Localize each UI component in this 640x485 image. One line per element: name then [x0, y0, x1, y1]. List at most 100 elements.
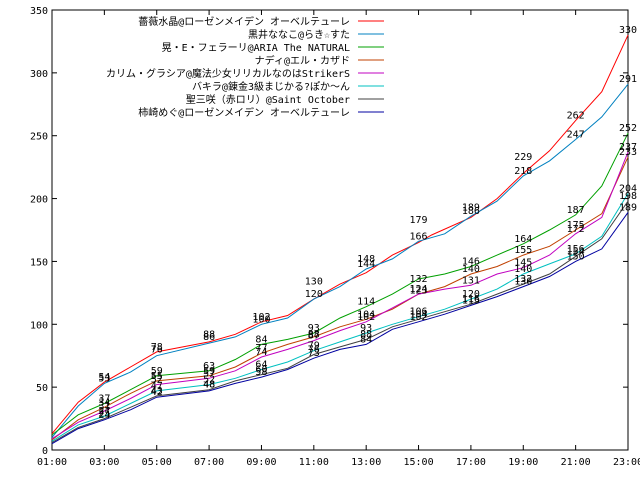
data-label: 130	[514, 277, 532, 288]
data-label: 123	[410, 285, 428, 296]
data-label: 60	[255, 365, 267, 376]
legend: 薔薇水晶@ローゼンメイデン オーベルテューレ黒井ななこ@らき☆すた晃・E・フェラ…	[106, 15, 384, 119]
data-label: 130	[305, 277, 323, 288]
data-label: 37	[98, 393, 110, 404]
x-tick-label: 09:00	[246, 457, 276, 468]
series-line-6	[51, 193, 629, 442]
data-label: 93	[308, 323, 320, 334]
data-label: 55	[151, 371, 163, 382]
x-tick-label: 05:00	[142, 457, 172, 468]
data-label: 76	[151, 344, 163, 355]
data-label: 88	[308, 329, 320, 340]
data-label: 132	[514, 274, 532, 285]
data-label: 186	[462, 206, 480, 217]
data-label: 47	[151, 381, 163, 392]
data-label: 145	[514, 258, 532, 269]
data-label: 114	[357, 297, 375, 308]
legend-label: 晃・E・フェラーリ@ARIA The NATURAL	[162, 42, 350, 54]
data-label: 132	[410, 274, 428, 285]
y-tick-label: 300	[30, 69, 48, 80]
data-label: 87	[308, 331, 320, 342]
data-label: 79	[308, 341, 320, 352]
y-tick-label: 0	[42, 446, 48, 457]
data-label: 175	[567, 220, 585, 231]
data-label: 63	[203, 361, 215, 372]
data-label: 78	[151, 342, 163, 353]
data-label: 291	[619, 74, 637, 85]
x-tick-label: 15:00	[403, 457, 433, 468]
data-label: 59	[203, 366, 215, 377]
data-label: 131	[462, 275, 480, 286]
series-line-3	[51, 132, 629, 436]
series-lines	[51, 34, 629, 445]
data-label: 102	[410, 312, 428, 323]
data-label: 252	[619, 123, 637, 134]
data-label: 53	[98, 373, 110, 384]
data-label: 144	[357, 259, 375, 270]
axis-ticks	[51, 9, 629, 451]
data-label: 31	[98, 401, 110, 412]
data-label: 120	[305, 289, 323, 300]
legend-label: 薔薇水晶@ローゼンメイデン オーベルテューレ	[138, 15, 350, 28]
data-label: 156	[567, 244, 585, 255]
data-label: 218	[514, 166, 532, 177]
data-label: 93	[360, 323, 372, 334]
data-label: 84	[360, 334, 372, 345]
data-label: 104	[357, 309, 375, 320]
y-tick-label: 100	[30, 320, 48, 331]
x-tick-label: 13:00	[351, 457, 381, 468]
data-label: 247	[567, 129, 585, 140]
data-label: 150	[567, 251, 585, 262]
data-label: 48	[203, 380, 215, 391]
data-label: 59	[151, 366, 163, 377]
legend-label: バキラ@錬金3級まじかる?ぽか～ん	[192, 80, 350, 93]
data-label: 74	[255, 347, 267, 358]
legend-label: ナディ@エル・カザド	[255, 54, 350, 67]
data-label: 58	[255, 367, 267, 378]
data-label: 115	[462, 295, 480, 306]
data-label: 88	[360, 329, 372, 340]
data-label: 25	[98, 409, 110, 420]
data-label: 104	[410, 309, 428, 320]
data-label: 77	[255, 343, 267, 354]
data-label: 116	[462, 294, 480, 305]
data-label: 187	[567, 205, 585, 216]
data-label: 262	[567, 111, 585, 122]
y-tick-label: 250	[30, 132, 48, 143]
x-tick-label: 19:00	[508, 457, 538, 468]
data-labels: 5478881021301481791892292623305376861001…	[98, 25, 637, 421]
data-label: 34	[98, 397, 110, 408]
data-label: 189	[619, 202, 637, 213]
data-label: 146	[462, 256, 480, 267]
data-label: 88	[203, 329, 215, 340]
data-label: 27	[98, 406, 110, 417]
series-line-5	[51, 151, 629, 440]
x-tick-label: 03:00	[89, 457, 119, 468]
tick-labels: 0 50 100 150 200 250 300 350 01:00 03:00 05:00 07:0…	[30, 6, 640, 468]
data-label: 24	[98, 410, 110, 421]
series-line-8	[51, 212, 629, 445]
legend-label: 黒井ななこ@らき☆すた	[248, 28, 350, 41]
data-label: 102	[357, 312, 375, 323]
data-label: 43	[151, 386, 163, 397]
data-label: 172	[567, 224, 585, 235]
data-label: 140	[514, 264, 532, 275]
data-label: 229	[514, 152, 532, 163]
data-label: 52	[203, 375, 215, 386]
data-label: 330	[619, 25, 637, 36]
series-line-7	[51, 200, 629, 443]
data-label: 54	[98, 372, 110, 383]
y-tick-label: 150	[30, 257, 48, 268]
data-label: 64	[255, 360, 267, 371]
data-label: 148	[357, 254, 375, 265]
data-label: 76	[308, 344, 320, 355]
plot-frame	[51, 9, 629, 451]
data-label: 198	[619, 191, 637, 202]
x-tick-label: 21:00	[561, 457, 591, 468]
data-label: 164	[514, 234, 532, 245]
series-line-2	[51, 83, 629, 438]
data-label: 42	[151, 387, 163, 398]
legend-label: カリム・グラシア@魔法少女リリカルなのはStrikerS	[106, 67, 350, 80]
